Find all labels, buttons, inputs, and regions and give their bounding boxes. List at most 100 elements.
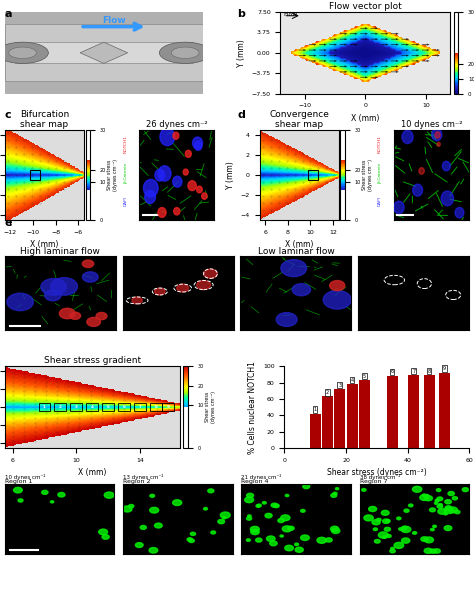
- Circle shape: [150, 494, 155, 497]
- Bar: [134, 403, 146, 411]
- Circle shape: [136, 543, 143, 547]
- Text: 2: 2: [326, 390, 329, 395]
- Text: f: f: [5, 313, 10, 324]
- Text: Flow: Flow: [283, 12, 298, 17]
- Title: Low laminar flow: Low laminar flow: [257, 247, 334, 256]
- Circle shape: [281, 515, 290, 521]
- X-axis label: X (mm): X (mm): [351, 114, 380, 123]
- Text: 3: 3: [75, 405, 78, 409]
- Y-axis label: Shear stress
(dynes cm⁻²): Shear stress (dynes cm⁻²): [362, 159, 373, 191]
- Circle shape: [276, 313, 297, 327]
- Bar: [322, 396, 333, 448]
- Bar: [86, 403, 98, 411]
- Circle shape: [331, 494, 337, 497]
- Text: DAPI: DAPI: [123, 196, 127, 206]
- Circle shape: [435, 132, 440, 138]
- Circle shape: [246, 539, 250, 541]
- Text: Region 7: Region 7: [360, 479, 387, 484]
- Circle shape: [383, 519, 390, 524]
- Circle shape: [421, 537, 428, 541]
- Circle shape: [158, 166, 171, 181]
- Circle shape: [208, 489, 214, 493]
- Circle shape: [364, 515, 373, 521]
- Circle shape: [150, 507, 159, 513]
- Bar: [439, 373, 450, 448]
- Circle shape: [204, 507, 208, 510]
- Bar: [15, 42, 193, 63]
- Circle shape: [18, 499, 23, 502]
- Circle shape: [372, 519, 380, 525]
- Circle shape: [381, 510, 389, 515]
- Circle shape: [246, 517, 252, 520]
- Circle shape: [425, 494, 429, 497]
- Circle shape: [430, 528, 434, 531]
- Circle shape: [455, 207, 464, 218]
- Circle shape: [424, 496, 432, 501]
- Circle shape: [455, 510, 460, 514]
- Circle shape: [197, 281, 210, 290]
- Bar: [29, 170, 40, 180]
- Bar: [308, 170, 319, 180]
- Text: NOTCH1: NOTCH1: [378, 134, 382, 152]
- Circle shape: [102, 535, 109, 539]
- Circle shape: [197, 186, 202, 193]
- Text: Region 4: Region 4: [241, 479, 269, 484]
- Circle shape: [160, 128, 175, 146]
- Circle shape: [273, 504, 279, 507]
- Circle shape: [285, 545, 293, 551]
- Circle shape: [149, 547, 158, 553]
- Y-axis label: Y (mm): Y (mm): [237, 39, 246, 67]
- X-axis label: X (mm): X (mm): [285, 240, 313, 249]
- Circle shape: [432, 128, 442, 141]
- Circle shape: [323, 291, 351, 309]
- Circle shape: [99, 529, 108, 535]
- Circle shape: [188, 181, 196, 190]
- Circle shape: [377, 518, 381, 521]
- Circle shape: [270, 541, 277, 546]
- Circle shape: [285, 494, 289, 497]
- Circle shape: [173, 132, 179, 139]
- Circle shape: [51, 501, 54, 503]
- Text: 1: 1: [43, 405, 46, 409]
- Text: 6: 6: [122, 405, 125, 409]
- Text: β-Catenin: β-Catenin: [378, 162, 382, 183]
- Title: 26 dynes cm⁻²: 26 dynes cm⁻²: [146, 120, 208, 130]
- Title: 10 dynes cm⁻²: 10 dynes cm⁻²: [401, 120, 462, 130]
- Circle shape: [303, 484, 310, 488]
- Circle shape: [14, 487, 22, 493]
- Text: 5: 5: [107, 405, 109, 409]
- Bar: [163, 403, 174, 411]
- Circle shape: [132, 297, 142, 304]
- Y-axis label: Shear stress
(dynes cm⁻²): Shear stress (dynes cm⁻²): [108, 159, 118, 191]
- Circle shape: [433, 525, 437, 528]
- Circle shape: [59, 308, 75, 319]
- Circle shape: [317, 537, 327, 543]
- Circle shape: [301, 535, 309, 540]
- Circle shape: [292, 284, 310, 296]
- Circle shape: [374, 540, 380, 543]
- Text: NOTCH1: NOTCH1: [123, 134, 127, 152]
- Circle shape: [397, 517, 401, 520]
- Circle shape: [140, 525, 146, 530]
- Circle shape: [445, 506, 452, 510]
- Circle shape: [218, 519, 225, 524]
- Text: 21 dynes cm⁻²: 21 dynes cm⁻²: [241, 474, 282, 480]
- Text: 4: 4: [91, 405, 93, 409]
- Circle shape: [9, 47, 36, 59]
- Circle shape: [155, 288, 165, 295]
- Text: e: e: [5, 218, 12, 228]
- Circle shape: [404, 509, 409, 512]
- Text: 9: 9: [167, 405, 170, 409]
- Y-axis label: % Cells nuclear NOTCH1: % Cells nuclear NOTCH1: [248, 361, 257, 454]
- Circle shape: [257, 504, 261, 507]
- Circle shape: [222, 516, 226, 519]
- Circle shape: [333, 492, 337, 495]
- Text: a: a: [5, 9, 12, 19]
- Bar: [310, 414, 320, 448]
- Circle shape: [378, 532, 388, 538]
- Circle shape: [445, 500, 451, 504]
- Circle shape: [413, 184, 423, 196]
- Circle shape: [330, 526, 339, 531]
- Circle shape: [437, 489, 441, 491]
- Bar: [118, 403, 130, 411]
